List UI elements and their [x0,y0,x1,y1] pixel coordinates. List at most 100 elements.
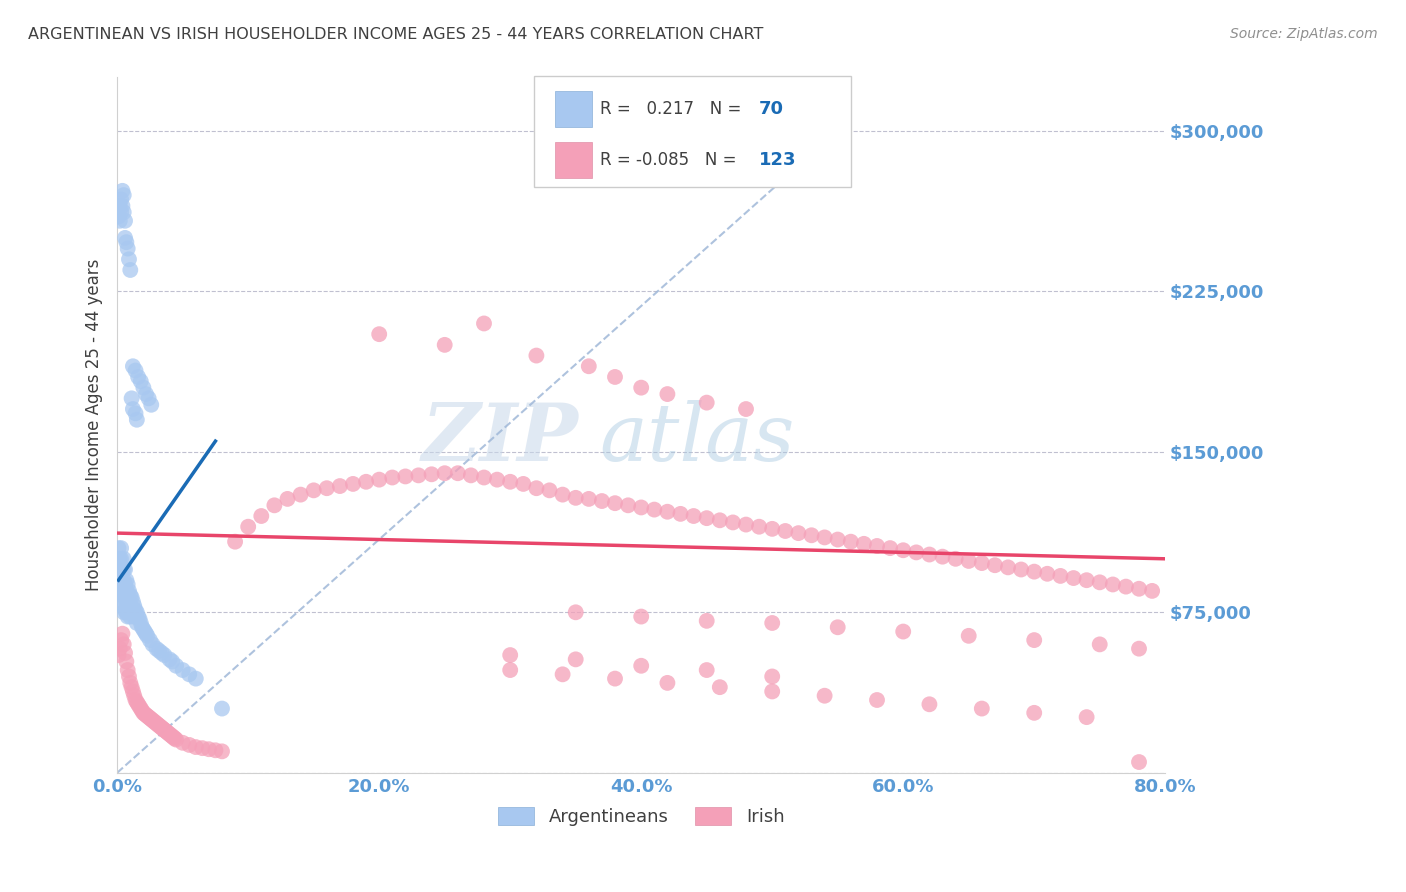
Point [111,184,134,198]
Point [108,577,131,591]
Point [433,338,456,352]
Point [118,594,141,608]
Point [603,672,626,686]
Point [112,205,135,219]
Point [891,624,914,639]
Point [124,693,146,707]
Point [134,624,156,639]
Point [761,522,783,536]
Point [153,648,176,662]
Point [118,252,141,267]
Point [761,684,783,698]
Point [630,500,652,515]
Point [905,545,928,559]
Y-axis label: Householder Income Ages 25 - 44 years: Householder Income Ages 25 - 44 years [86,259,103,591]
Point [657,387,679,401]
Point [153,723,176,737]
Point [122,689,145,703]
Point [538,483,561,498]
Point [657,676,679,690]
Text: 123: 123 [759,152,797,169]
Point [997,560,1019,574]
Point [302,483,325,498]
Point [150,646,173,660]
Point [721,516,744,530]
Point [368,327,391,342]
Point [342,477,364,491]
Point [179,738,201,752]
Point [630,381,652,395]
Point [918,698,941,712]
Point [1076,710,1098,724]
Point [111,577,134,591]
Point [420,467,443,482]
Point [184,672,207,686]
Point [211,701,233,715]
Point [128,699,150,714]
Point [107,210,129,224]
Point [117,577,139,591]
Point [141,398,163,412]
Point [114,646,136,660]
Point [447,467,470,481]
Point [114,562,136,576]
Text: R =   0.217   N =: R = 0.217 N = [600,100,747,118]
Point [139,711,162,725]
Point [110,633,132,648]
Point [381,470,404,484]
Point [111,199,134,213]
Point [354,475,377,489]
Point [486,473,509,487]
Point [204,743,226,757]
Point [132,706,155,720]
Point [125,413,148,427]
Point [121,591,143,605]
Point [591,494,613,508]
Point [735,517,758,532]
Point [1036,566,1059,581]
Point [117,609,139,624]
Point [142,714,165,728]
Point [118,605,141,619]
Point [1115,580,1137,594]
Point [408,468,430,483]
Point [108,556,131,570]
Point [138,710,160,724]
Point [564,491,586,505]
Point [114,603,136,617]
Point [179,667,201,681]
Point [110,193,132,207]
Point [135,708,157,723]
Point [121,601,143,615]
Point [682,508,704,523]
Point [800,528,823,542]
Point [112,562,135,576]
Text: ZIP: ZIP [422,401,578,478]
Point [107,199,129,213]
Point [131,704,153,718]
Point [122,599,145,613]
Point [139,633,162,648]
Point [108,641,131,656]
Point [108,199,131,213]
Point [110,541,132,555]
Point [120,676,142,690]
Point [121,680,143,694]
Point [111,588,134,602]
Point [551,667,574,681]
Point [122,402,145,417]
Point [696,395,718,409]
Point [1088,637,1111,651]
Point [499,648,522,662]
Point [136,709,159,723]
Point [129,374,152,388]
Point [129,615,152,630]
Point [115,235,138,249]
Point [118,669,141,683]
Point [918,548,941,562]
Point [115,605,138,619]
Text: atlas: atlas [599,401,794,478]
Point [159,727,181,741]
Point [250,508,273,523]
Point [630,609,652,624]
